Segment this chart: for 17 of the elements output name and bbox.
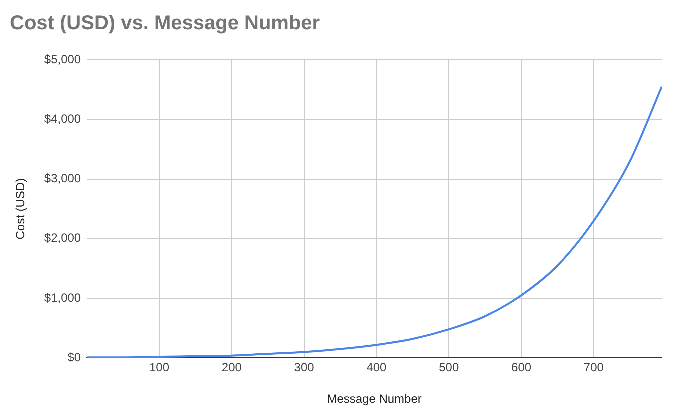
y-tick-label: $3,000 <box>44 172 82 186</box>
x-tick-label: 600 <box>512 360 532 375</box>
y-tick-label: $0 <box>68 350 82 365</box>
x-axis-title: Message Number <box>327 392 422 406</box>
y-tick-label: $1,000 <box>44 290 82 305</box>
x-tick-label: 500 <box>439 360 460 375</box>
x-tick-label: 300 <box>294 360 315 375</box>
y-tick-label: $5,000 <box>44 52 82 66</box>
y-tick-label: $2,000 <box>44 231 82 246</box>
line-series <box>87 86 662 358</box>
x-tick-label: 100 <box>149 360 170 375</box>
x-tick-label: 700 <box>584 360 604 375</box>
x-tick-label: 400 <box>366 360 388 375</box>
y-tick-label: $4,000 <box>44 112 82 126</box>
x-tick-label: 200 <box>222 360 242 375</box>
y-axis-title: Cost (USD) <box>14 178 28 240</box>
chart-title: Cost (USD) vs. Message Number <box>10 12 320 35</box>
